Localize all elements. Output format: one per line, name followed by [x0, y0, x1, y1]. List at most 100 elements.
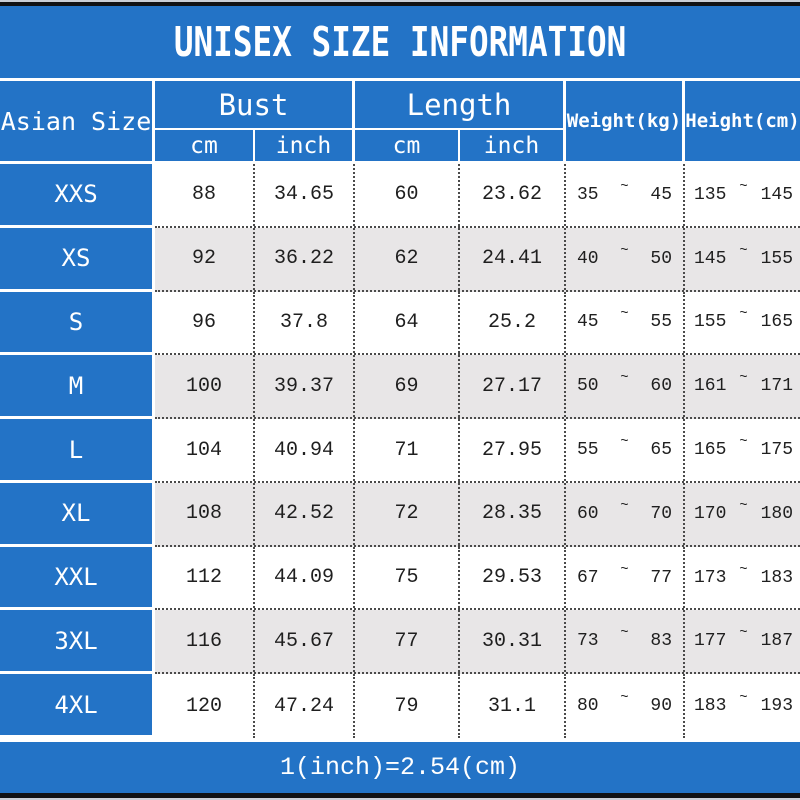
weight-min: 50 — [577, 376, 599, 397]
weight-range: 67 ~77 — [566, 546, 685, 609]
height-max: 183 — [760, 567, 793, 588]
bust-cm-value: 108 — [155, 482, 255, 545]
length-cm-value: 69 — [355, 355, 460, 418]
table-row-xxl: XXL 112 44.09 75 29.53 67 ~77 173 ~183 — [0, 546, 800, 611]
height-min: 165 — [694, 440, 727, 461]
weight-min: 35 — [577, 184, 599, 205]
bust-inch-value: 39.37 — [255, 355, 355, 418]
weight-max: 50 — [650, 248, 672, 269]
length-inch-value: 25.2 — [460, 291, 566, 354]
tilde: ~ — [620, 497, 629, 514]
bottom-black-bar — [0, 793, 800, 798]
tilde: ~ — [739, 178, 748, 195]
tilde: ~ — [620, 625, 629, 642]
height-min: 183 — [694, 696, 727, 717]
bust-inch-value: 45.67 — [255, 610, 355, 673]
bust-inch-value: 47.24 — [255, 674, 355, 739]
tilde: ~ — [739, 497, 748, 514]
header-bust-label: Bust — [155, 81, 352, 130]
header-group-length: Length cm inch — [355, 81, 566, 161]
weight-max: 83 — [650, 631, 672, 652]
height-range: 170 ~180 — [685, 483, 800, 545]
weight-min: 67 — [577, 567, 599, 588]
height-max: 145 — [760, 184, 793, 205]
bust-cm-value: 92 — [155, 227, 255, 290]
height-min: 155 — [694, 312, 727, 333]
header-length-cm: cm — [355, 130, 460, 161]
weight-max: 55 — [650, 312, 672, 333]
title-band: UNISEX SIZE INFORMATION — [0, 6, 800, 81]
height-max: 165 — [760, 312, 793, 333]
weight-min: 60 — [577, 503, 599, 524]
header-height: Height(cm) — [685, 110, 800, 132]
height-min: 173 — [694, 567, 727, 588]
table-row-4xl: 4XL 120 47.24 79 31.1 80 ~90 183 ~193 — [0, 674, 800, 739]
size-label: XXL — [0, 546, 155, 611]
weight-range: 60 ~70 — [566, 482, 685, 545]
page-title: UNISEX SIZE INFORMATION — [173, 18, 627, 66]
weight-max: 90 — [650, 696, 672, 717]
length-cm-value: 71 — [355, 419, 460, 481]
length-cm-value: 60 — [355, 164, 460, 226]
table-row-m: M 100 39.37 69 27.17 50 ~60 161 ~171 — [0, 355, 800, 420]
size-label: M — [0, 355, 155, 420]
weight-max: 65 — [650, 440, 672, 461]
top-light-strip — [0, 0, 800, 2]
height-min: 170 — [694, 503, 727, 524]
length-cm-value: 64 — [355, 291, 460, 354]
weight-range: 45 ~55 — [566, 291, 685, 354]
height-range: 177 ~187 — [685, 610, 800, 672]
tilde: ~ — [739, 625, 748, 642]
weight-min: 73 — [577, 631, 599, 652]
length-cm-value: 79 — [355, 674, 460, 739]
length-inch-value: 29.53 — [460, 546, 566, 609]
bust-cm-value: 112 — [155, 546, 255, 609]
tilde: ~ — [739, 370, 748, 387]
weight-min: 80 — [577, 696, 599, 717]
height-max: 175 — [760, 440, 793, 461]
bust-cm-value: 88 — [155, 164, 255, 226]
tilde: ~ — [620, 690, 629, 707]
weight-min: 40 — [577, 248, 599, 269]
length-inch-value: 24.41 — [460, 227, 566, 290]
tilde: ~ — [620, 242, 629, 259]
table-row-l: L 104 40.94 71 27.95 55 ~65 165 ~175 — [0, 419, 800, 483]
weight-range: 73 ~83 — [566, 610, 685, 673]
header-weight: Weight(kg) — [566, 81, 685, 161]
length-cm-value: 62 — [355, 227, 460, 290]
table-row-s: S 96 37.8 64 25.2 45 ~55 155 ~165 — [0, 291, 800, 356]
length-cm-value: 77 — [355, 610, 460, 673]
weight-max: 70 — [650, 503, 672, 524]
length-cm-value: 75 — [355, 546, 460, 609]
weight-range: 50 ~60 — [566, 355, 685, 418]
header-length-inch: inch — [483, 132, 540, 159]
weight-range: 40 ~50 — [566, 227, 685, 290]
header-group-bust: Bust cm inch — [155, 81, 355, 161]
weight-max: 77 — [650, 567, 672, 588]
bust-cm-value: 116 — [155, 610, 255, 673]
height-max: 155 — [760, 248, 793, 269]
header-bust-inch: inch — [275, 132, 332, 159]
tilde: ~ — [739, 561, 748, 578]
tilde: ~ — [739, 242, 748, 259]
height-max: 171 — [760, 376, 793, 397]
bust-inch-value: 40.94 — [255, 419, 355, 481]
bust-inch-value: 37.8 — [255, 291, 355, 354]
size-table-body: XXS 88 34.65 60 23.62 35 ~45 135 ~145 XS 9… — [0, 164, 800, 739]
tilde: ~ — [620, 561, 629, 578]
bust-inch-value: 36.22 — [255, 227, 355, 290]
size-label: S — [0, 291, 155, 356]
bust-inch-value: 42.52 — [255, 482, 355, 545]
tilde: ~ — [739, 306, 748, 323]
bust-cm-value: 100 — [155, 355, 255, 418]
tilde: ~ — [620, 434, 629, 451]
weight-range: 80 ~90 — [566, 674, 685, 739]
size-label: 4XL — [0, 674, 155, 739]
height-range: 183 ~193 — [685, 674, 800, 738]
bust-inch-value: 34.65 — [255, 164, 355, 226]
tilde: ~ — [620, 370, 629, 387]
length-inch-value: 23.62 — [460, 164, 566, 226]
header-bust-cm: cm — [155, 130, 255, 161]
bottom-light-strip — [0, 798, 800, 800]
